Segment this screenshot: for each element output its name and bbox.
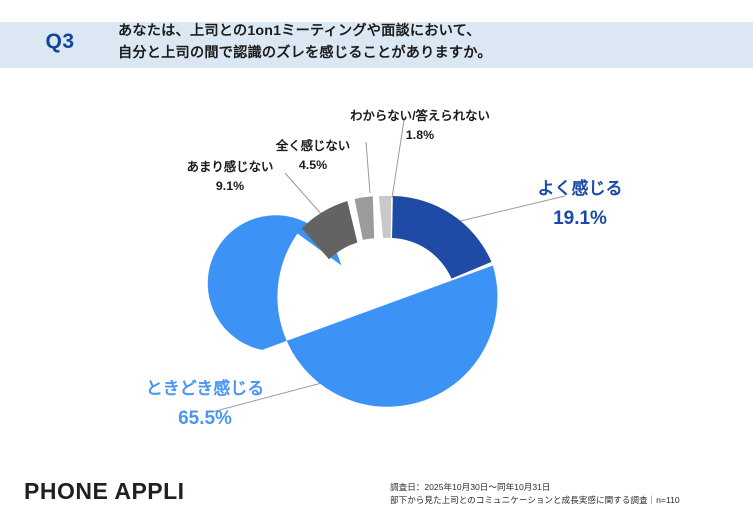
label-tokidoki-kanjiru: ときどき感じる 65.5%	[100, 378, 310, 432]
label-yoku-kanjiru-value: 19.1%	[553, 207, 607, 229]
slice-amari-kanjinai	[301, 200, 358, 260]
label-amari-kanjinai-value: 9.1%	[215, 178, 245, 193]
question-text: あなたは、上司との1on1ミーティングや面談において、 自分と上司の間で認識のズ…	[118, 23, 492, 61]
label-wakaranai-value: 1.8%	[405, 127, 435, 142]
leader-lines	[211, 119, 566, 413]
question-number: Q3	[45, 30, 75, 53]
question-band	[0, 22, 753, 68]
donut-chart	[0, 90, 753, 440]
survey-note: 調査日：2025年10月30日〜同年10月31日 部下から見た上司とのコミュニケ…	[390, 481, 750, 506]
label-amari-kanjinai: あまり感じない 9.1%	[165, 159, 295, 194]
label-mattaku-kanjinai-name: 全く感じない	[275, 139, 351, 153]
donut-segments	[207, 195, 498, 407]
slice-wakaranai	[378, 195, 392, 239]
label-wakaranai-name: わからない/答えられない	[350, 109, 490, 123]
label-mattaku-kanjinai: 全く感じない 4.5%	[253, 138, 373, 173]
slice-yoku-kanjiru	[392, 196, 492, 279]
label-yoku-kanjiru-name: よく感じる	[537, 179, 623, 198]
slice-tokidoki-kanjiru	[207, 215, 498, 407]
company-logo: PHONE APPLI	[24, 478, 185, 504]
donut-chart-svg	[207, 119, 566, 413]
label-amari-kanjinai-name: あまり感じない	[186, 160, 274, 174]
survey-date: 調査日：2025年10月30日〜同年10月31日	[390, 482, 551, 492]
label-tokidoki-kanjiru-name: ときどき感じる	[145, 379, 265, 398]
label-tokidoki-kanjiru-value: 65.5%	[178, 407, 232, 429]
survey-name: 部下から見た上司とのコミュニケーションと成長実感に関する調査｜n=110	[390, 494, 680, 505]
label-wakaranai: わからない/答えられない 1.8%	[330, 108, 510, 143]
label-yoku-kanjiru: よく感じる 19.1%	[505, 178, 655, 232]
slice-mattaku-kanjinai	[354, 196, 375, 240]
label-mattaku-kanjinai-value: 4.5%	[298, 157, 328, 172]
